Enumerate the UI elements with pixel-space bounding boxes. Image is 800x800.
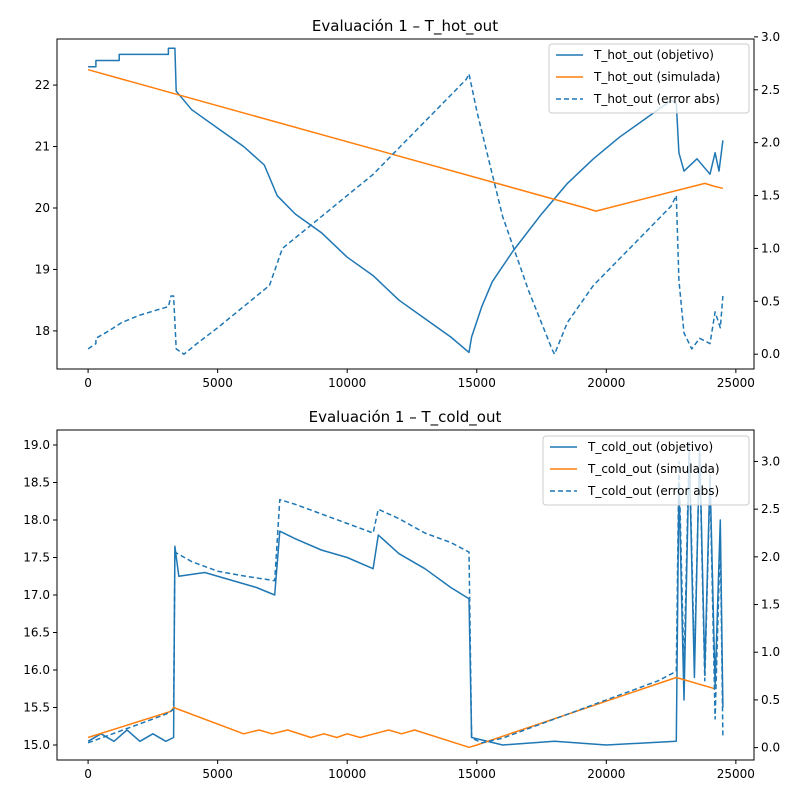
y-right-tick-label: 1.5 [761,598,780,612]
y-left-tick-label: 18.5 [23,476,50,490]
x-tick-label: 25000 [717,376,755,390]
chart-panel-cold: Evaluación 1 – T_cold_out 0 5000 10000 1500… [23,408,780,781]
x-tick-label: 10000 [328,767,366,781]
y-right-tick-label: 3.0 [761,454,780,468]
series-line-2 [87,73,724,355]
x-tick-label: 0 [84,376,92,390]
y-left-tick-label: 18.0 [23,513,50,527]
chart-title: Evaluación 1 – T_hot_out [312,17,498,36]
chart-title: Evaluación 1 – T_cold_out [309,408,502,427]
y-right-tick-label: 0.0 [761,347,780,361]
y-right-tick-label: 0.5 [761,693,780,707]
y-left-tick-label: 19 [35,262,50,276]
axes: 0 5000 10000 15000 20000 25000 18 19 20 21 22 0.0 0.… [35,30,780,390]
legend: T_hot_out (objetivo) T_hot_out (simulada… [548,43,750,114]
y-left-tick-label: 21 [35,140,50,154]
plot-area [87,47,724,355]
y-left-tick-label: 17.0 [23,588,50,602]
legend-label-error: T_hot_out (error abs) [593,92,720,106]
series-line-0 [88,47,724,354]
y-left-tick-label: 18 [35,324,50,338]
y-right-tick-label: 2.0 [761,136,780,150]
x-tick-label: 20000 [587,376,625,390]
legend-label-objetivo: T_hot_out (objetivo) [593,48,714,62]
x-tick-label: 10000 [328,376,366,390]
y-right-tick-label: 2.0 [761,550,780,564]
legend-label-simulada: T_cold_out (simulada) [587,462,720,476]
y-left-tick-label: 15.0 [23,738,50,752]
series-line-1 [87,676,716,749]
x-tick-label: 20000 [587,767,625,781]
y-left-tick-label: 20 [35,201,50,215]
legend-label-objetivo: T_cold_out (objetivo) [587,440,713,454]
series-line-1 [87,68,724,212]
y-right-tick-label: 1.0 [761,241,780,255]
chart-panel-hot: Evaluación 1 – T_hot_out 0 5000 10000 15000… [35,17,780,390]
y-left-tick-label: 19.0 [23,438,50,452]
x-tick-label: 15000 [458,376,496,390]
x-tick-label: 25000 [717,767,755,781]
y-right-tick-label: 0.5 [761,294,780,308]
plot-frame [56,38,755,370]
y-left-tick-label: 17.5 [23,551,50,565]
y-left-tick-label: 16.5 [23,626,50,640]
axes: 0 5000 10000 15000 20000 25000 15.0 15.5 16.0 16.… [23,438,780,781]
y-right-tick-label: 3.0 [761,30,780,44]
y-right-tick-label: 2.5 [761,502,780,516]
y-left-tick-label: 16.0 [23,663,50,677]
x-tick-label: 0 [84,767,92,781]
legend: T_cold_out (objetivo) T_cold_out (simula… [542,435,750,506]
legend-box [548,43,750,114]
legend-label-error: T_cold_out (error abs) [587,484,719,498]
y-right-tick-label: 2.5 [761,83,780,97]
legend-label-simulada: T_hot_out (simulada) [593,70,720,84]
legend-box [542,435,750,506]
x-tick-label: 5000 [202,767,233,781]
y-right-tick-label: 1.5 [761,189,780,203]
y-right-tick-label: 0.0 [761,741,780,755]
x-tick-label: 15000 [458,767,496,781]
y-right-tick-label: 1.0 [761,645,780,659]
y-left-tick-label: 15.5 [23,701,50,715]
y-left-tick-label: 22 [35,78,50,92]
x-tick-label: 5000 [202,376,233,390]
